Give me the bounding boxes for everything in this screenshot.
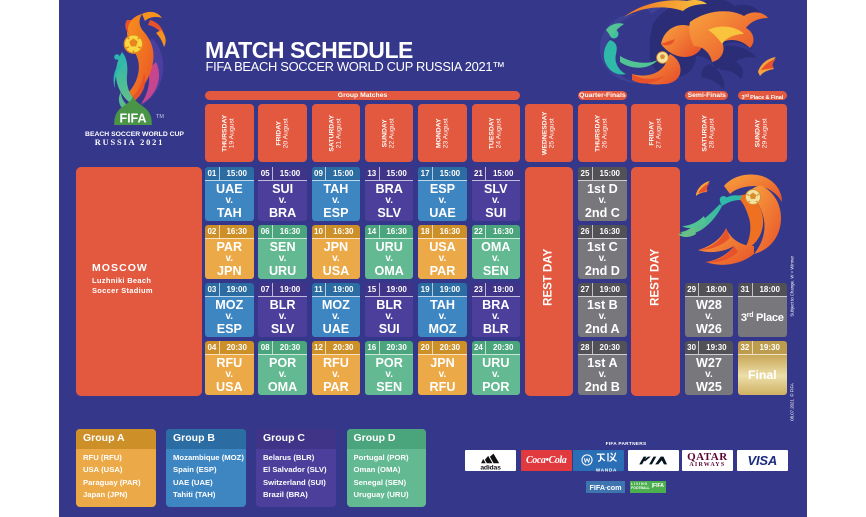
svg-text:TM: TM [156, 114, 164, 120]
svg-text:adidas: adidas [480, 464, 501, 471]
svg-text:WANDA: WANDA [596, 467, 617, 472]
svg-text:FIFA: FIFA [119, 112, 146, 126]
